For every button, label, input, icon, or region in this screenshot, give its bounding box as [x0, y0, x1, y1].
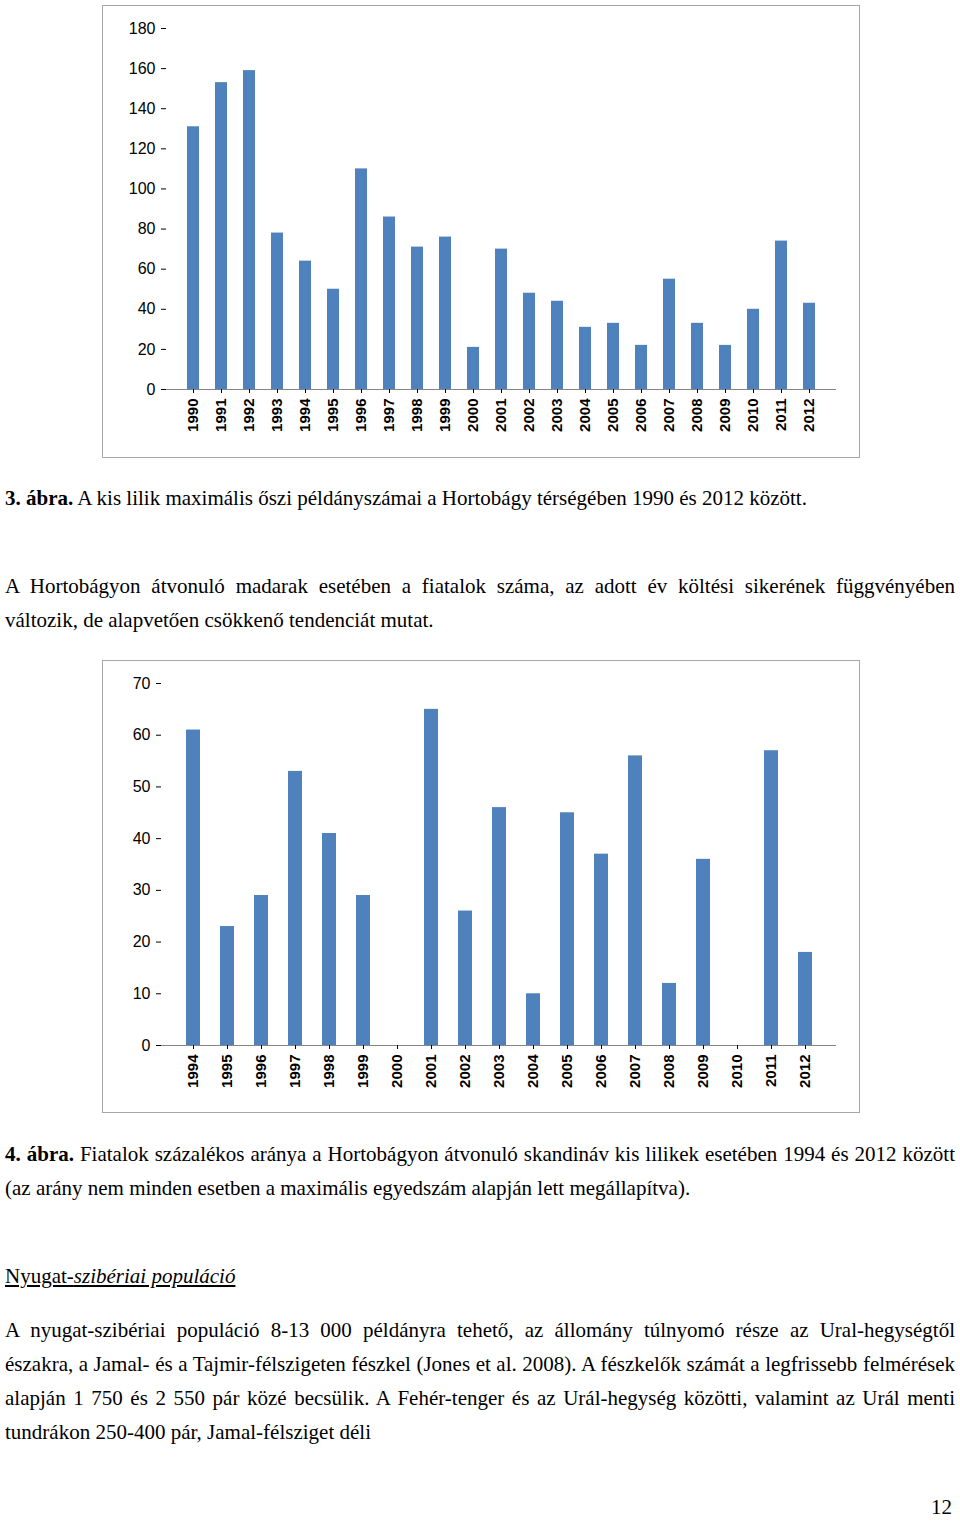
svg-text:2002: 2002	[456, 1055, 473, 1088]
svg-text:2009: 2009	[694, 1055, 711, 1088]
svg-text:180: 180	[129, 20, 156, 37]
svg-text:2005: 2005	[604, 399, 621, 432]
svg-text:2012: 2012	[796, 1055, 813, 1088]
svg-text:1998: 1998	[408, 399, 425, 432]
svg-text:100: 100	[129, 180, 156, 197]
svg-text:2007: 2007	[626, 1055, 643, 1088]
svg-text:1994: 1994	[184, 1054, 201, 1088]
svg-text:1997: 1997	[286, 1055, 303, 1088]
svg-text:2002: 2002	[520, 399, 537, 432]
svg-text:2004: 2004	[524, 1054, 541, 1088]
svg-text:2003: 2003	[548, 399, 565, 432]
svg-text:2000: 2000	[464, 399, 481, 432]
svg-text:1995: 1995	[324, 399, 341, 432]
svg-text:80: 80	[138, 220, 156, 237]
svg-text:10: 10	[133, 985, 151, 1002]
svg-text:2006: 2006	[632, 399, 649, 432]
svg-text:2010: 2010	[728, 1055, 745, 1088]
svg-text:2011: 2011	[762, 1055, 779, 1088]
svg-text:1994: 1994	[296, 398, 313, 432]
svg-text:2011: 2011	[772, 399, 789, 432]
svg-text:20: 20	[133, 933, 151, 950]
svg-text:1992: 1992	[240, 399, 257, 432]
svg-text:2008: 2008	[688, 399, 705, 432]
svg-text:40: 40	[133, 830, 151, 847]
svg-text:50: 50	[133, 778, 151, 795]
svg-text:1998: 1998	[320, 1055, 337, 1088]
html-text:12: 12	[931, 1495, 952, 1519]
html-text:3. ábra. A kis lilik maximális: 3. ábra. A kis lilik maximális őszi péld…	[5, 486, 807, 510]
svg-text:60: 60	[133, 726, 151, 743]
svg-text:2010: 2010	[744, 399, 761, 432]
svg-text:1995: 1995	[218, 1055, 235, 1088]
svg-text:0: 0	[147, 381, 156, 398]
svg-text:2007: 2007	[660, 399, 677, 432]
svg-text:60: 60	[138, 260, 156, 277]
svg-text:2008: 2008	[660, 1055, 677, 1088]
svg-text:2000: 2000	[388, 1055, 405, 1088]
svg-text:160: 160	[129, 60, 156, 77]
svg-text:1991: 1991	[212, 399, 229, 432]
svg-text:140: 140	[129, 100, 156, 117]
svg-text:2012: 2012	[800, 399, 817, 432]
svg-text:2001: 2001	[492, 399, 509, 432]
svg-text:1996: 1996	[352, 399, 369, 432]
svg-text:2003: 2003	[490, 1055, 507, 1088]
svg-text:2001: 2001	[422, 1055, 439, 1088]
svg-text:2009: 2009	[716, 399, 733, 432]
svg-text:2004: 2004	[576, 398, 593, 432]
html-text:4. ábra. Fiatalok százalékos a: 4. ábra. Fiatalok százalékos aránya a Ho…	[5, 1142, 955, 1200]
svg-text:1999: 1999	[354, 1055, 371, 1088]
svg-text:30: 30	[133, 881, 151, 898]
svg-text:70: 70	[133, 675, 151, 692]
html-text:Nyugat- szibériai populáció: Nyugat- szibériai populáció	[5, 1264, 236, 1288]
svg-text:1996: 1996	[252, 1055, 269, 1088]
svg-text:0: 0	[142, 1037, 151, 1054]
svg-text:1990: 1990	[184, 399, 201, 432]
svg-text:1997: 1997	[380, 399, 397, 432]
svg-text:1993: 1993	[268, 399, 285, 432]
svg-text:2006: 2006	[592, 1055, 609, 1088]
html-text:A Hortobágyon átvonuló madarak: A Hortobágyon átvonuló madarak esetében …	[5, 574, 955, 632]
svg-text:1999: 1999	[436, 399, 453, 432]
html-text:A nyugat-szibériai populáció 8: A nyugat-szibériai populáció 8-13 000 pé…	[5, 1318, 955, 1444]
svg-text:2005: 2005	[558, 1055, 575, 1088]
svg-text:120: 120	[129, 140, 156, 157]
svg-text:40: 40	[138, 300, 156, 317]
svg-text:20: 20	[138, 341, 156, 358]
